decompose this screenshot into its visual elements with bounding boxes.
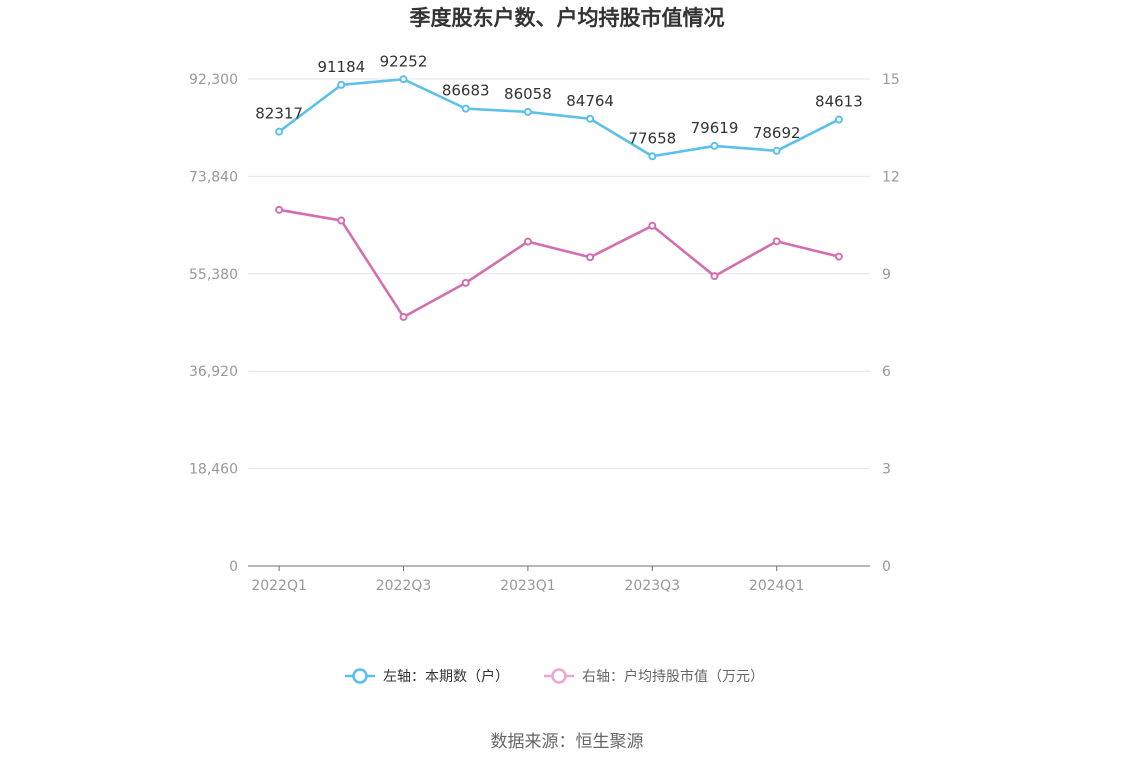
legend-swatch-marker bbox=[551, 668, 567, 684]
x-tick-label: 2023Q3 bbox=[625, 578, 681, 594]
series-1: 82317 91184 92252 86683 86058 84764 77658 79619… bbox=[255, 52, 863, 161]
data-point[interactable] bbox=[461, 104, 470, 113]
left-tick-label: 73,840 bbox=[189, 169, 238, 185]
data-point[interactable] bbox=[710, 272, 719, 281]
series-line bbox=[278, 77, 840, 158]
data-point[interactable] bbox=[337, 216, 346, 225]
data-label: 86683 bbox=[442, 82, 490, 100]
data-point[interactable] bbox=[586, 114, 595, 123]
data-label: 82317 bbox=[255, 105, 303, 123]
legend-label: 左轴：本期数（户） bbox=[383, 668, 509, 685]
legend-item-1[interactable]: 左轴：本期数（户） bbox=[345, 668, 509, 685]
data-label: 78692 bbox=[753, 124, 801, 142]
chart-title: 季度股东户数、户均持股市值情况 bbox=[410, 6, 725, 30]
data-point[interactable] bbox=[586, 253, 595, 262]
data-point[interactable] bbox=[461, 278, 470, 287]
data-point[interactable] bbox=[523, 107, 532, 116]
grid-lines bbox=[248, 78, 870, 470]
legend-item-2[interactable]: 右轴：户均持股市值（万元） bbox=[544, 668, 764, 685]
data-label: 86058 bbox=[504, 85, 552, 103]
right-tick-label: 9 bbox=[882, 267, 891, 283]
right-tick-label: 3 bbox=[882, 462, 891, 478]
right-tick-label: 12 bbox=[882, 169, 900, 185]
right-tick-label: 6 bbox=[882, 364, 891, 380]
left-tick-label: 0 bbox=[229, 559, 238, 575]
source-note: 数据来源：恒生聚源 bbox=[491, 732, 644, 752]
data-point[interactable] bbox=[648, 152, 657, 161]
left-tick-label: 92,300 bbox=[189, 72, 238, 88]
data-point[interactable] bbox=[834, 252, 843, 261]
data-point[interactable] bbox=[275, 205, 284, 214]
x-axis: 2022Q1 2022Q3 2023Q1 2023Q3 2024Q1 bbox=[248, 565, 870, 594]
data-point[interactable] bbox=[523, 237, 532, 246]
left-axis: 0 18,460 36,920 55,380 73,840 92,300 bbox=[189, 72, 238, 575]
data-point[interactable] bbox=[399, 75, 408, 84]
data-label: 91184 bbox=[317, 58, 365, 76]
left-tick-label: 55,380 bbox=[189, 267, 238, 283]
data-point[interactable] bbox=[772, 237, 781, 246]
x-tick-label: 2024Q1 bbox=[749, 578, 805, 594]
data-point[interactable] bbox=[710, 141, 719, 150]
legend[interactable]: 左轴：本期数（户） 右轴：户均持股市值（万元） bbox=[345, 668, 764, 685]
right-tick-label: 15 bbox=[882, 72, 900, 88]
legend-label: 右轴：户均持股市值（万元） bbox=[582, 668, 764, 685]
data-label: 84764 bbox=[566, 92, 614, 110]
left-tick-label: 36,920 bbox=[189, 364, 238, 380]
data-point[interactable] bbox=[834, 115, 843, 124]
x-tick-label: 2022Q3 bbox=[376, 578, 432, 594]
x-tick-label: 2022Q1 bbox=[251, 578, 307, 594]
data-point[interactable] bbox=[337, 80, 346, 89]
data-label: 92252 bbox=[380, 52, 428, 70]
data-point[interactable] bbox=[399, 312, 408, 321]
right-axis: 0 3 6 9 12 15 bbox=[882, 72, 900, 575]
x-tick-label: 2023Q1 bbox=[500, 578, 556, 594]
series-2 bbox=[275, 205, 843, 321]
data-point[interactable] bbox=[772, 146, 781, 155]
data-point[interactable] bbox=[275, 127, 284, 136]
series-layer: 82317 91184 92252 86683 86058 84764 77658 79619… bbox=[255, 52, 863, 321]
legend-swatch-marker bbox=[352, 668, 368, 684]
data-label: 79619 bbox=[691, 119, 739, 137]
series-line bbox=[278, 208, 840, 319]
data-label: 77658 bbox=[628, 129, 676, 147]
right-tick-label: 0 bbox=[882, 559, 891, 575]
data-label: 84613 bbox=[815, 93, 863, 111]
data-point[interactable] bbox=[648, 221, 657, 230]
left-tick-label: 18,460 bbox=[189, 462, 238, 478]
